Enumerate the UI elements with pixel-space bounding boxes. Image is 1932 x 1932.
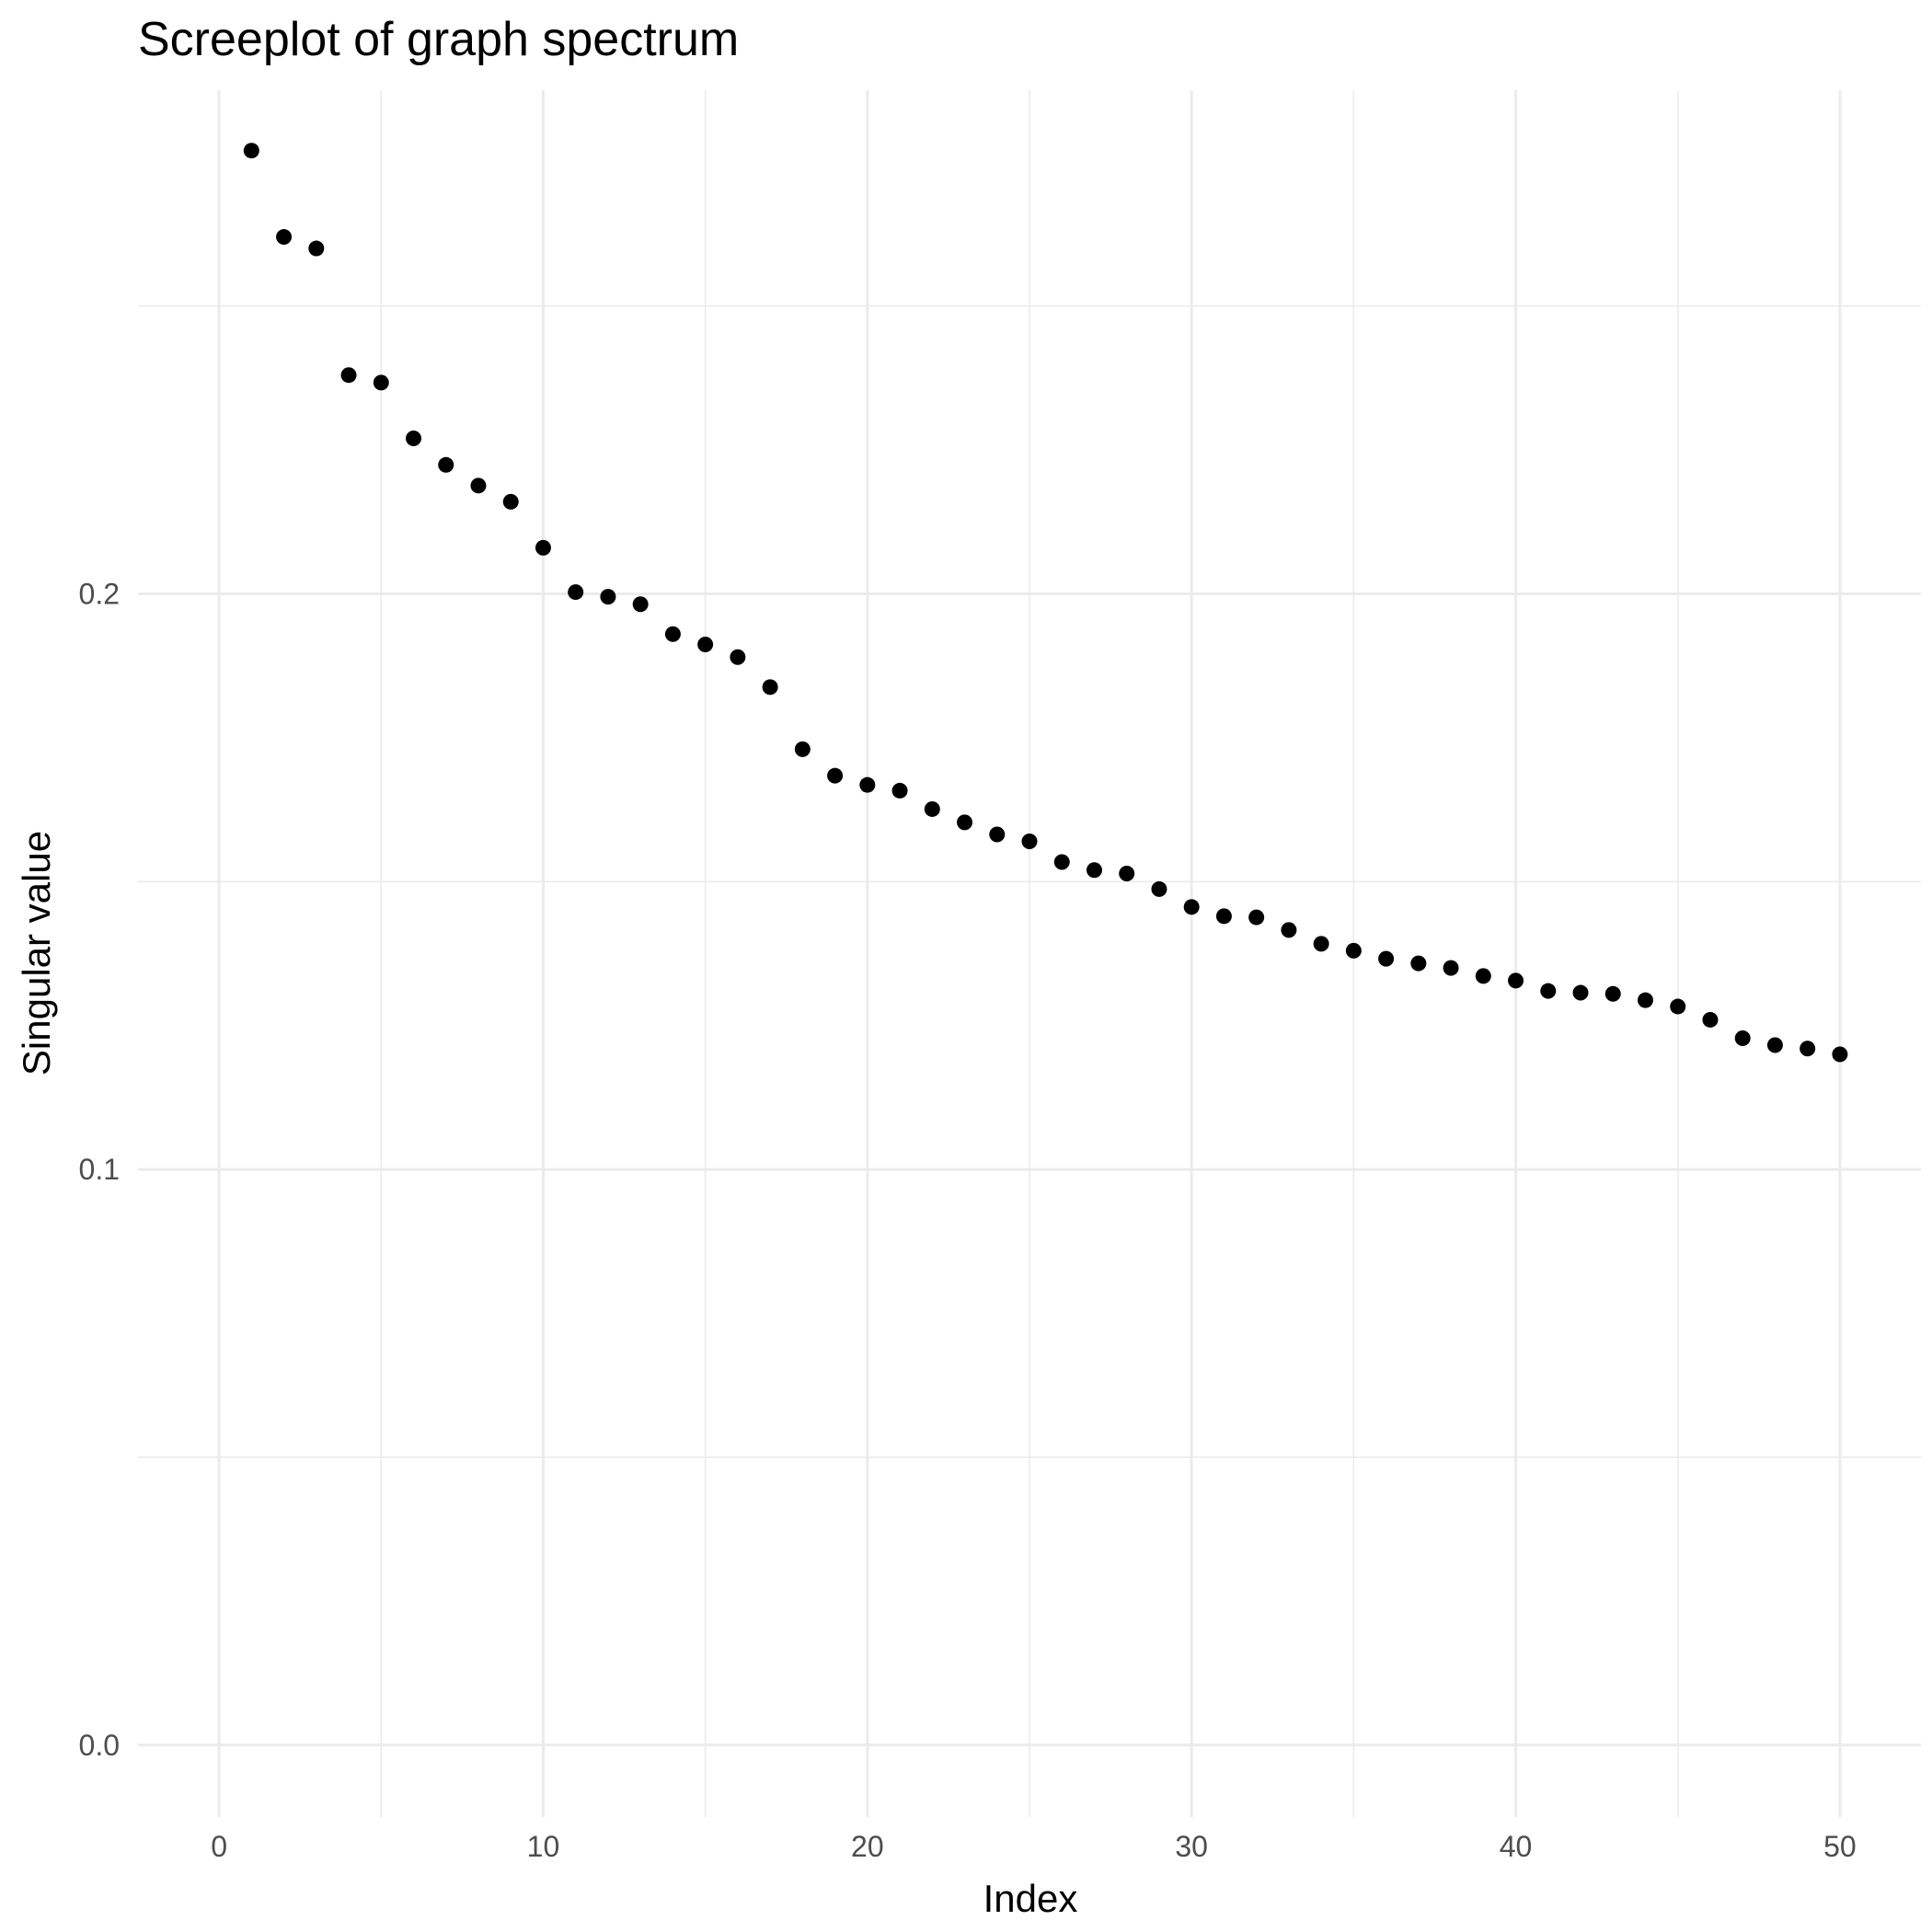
major-gridlines xyxy=(138,90,1921,1817)
x-tick-label: 30 xyxy=(1175,1830,1208,1863)
data-point xyxy=(989,826,1006,843)
data-point xyxy=(827,767,844,784)
data-point xyxy=(470,477,487,494)
data-point xyxy=(1508,972,1524,989)
data-point xyxy=(1540,983,1557,999)
data-point xyxy=(1281,922,1297,938)
data-point xyxy=(1410,955,1427,972)
data-point xyxy=(1475,968,1491,984)
data-point xyxy=(1151,880,1167,897)
y-tick-label: 0.0 xyxy=(79,1729,120,1762)
data-point xyxy=(1766,1037,1783,1053)
data-point xyxy=(1053,854,1070,870)
data-point xyxy=(600,589,616,605)
data-point xyxy=(697,637,714,653)
data-point xyxy=(730,649,746,665)
data-point xyxy=(924,800,940,817)
data-point xyxy=(1119,866,1135,882)
data-point xyxy=(308,240,325,257)
x-axis-title: Index xyxy=(983,1877,1078,1920)
data-point xyxy=(859,776,876,793)
data-point xyxy=(1670,998,1686,1015)
x-tick-label: 50 xyxy=(1823,1830,1857,1863)
data-point xyxy=(276,229,293,246)
x-tick-label: 40 xyxy=(1500,1830,1533,1863)
minor-gridlines xyxy=(138,90,1921,1817)
data-point xyxy=(502,493,519,510)
data-point xyxy=(632,596,649,613)
data-point xyxy=(1572,984,1589,1001)
data-point xyxy=(406,431,422,447)
data-point xyxy=(568,584,584,601)
data-point xyxy=(243,143,259,159)
data-point xyxy=(373,374,389,391)
data-point xyxy=(1248,909,1265,926)
data-point xyxy=(1702,1011,1719,1028)
y-tick-label: 0.2 xyxy=(79,577,120,610)
y-axis-tick-labels: 0.0 0.1 0.2 xyxy=(79,577,120,1761)
data-point xyxy=(1313,936,1329,952)
x-axis-tick-labels: 0 10 20 30 40 50 xyxy=(211,1830,1857,1863)
data-point xyxy=(762,679,778,696)
data-point xyxy=(1021,833,1038,849)
data-point xyxy=(1215,908,1232,925)
data-point xyxy=(1378,950,1395,967)
y-axis-title: Singular value xyxy=(15,831,58,1075)
data-point xyxy=(891,782,908,799)
data-point xyxy=(1637,992,1653,1008)
data-point xyxy=(794,741,811,757)
data-point xyxy=(1604,985,1621,1002)
data-point xyxy=(1183,899,1200,915)
data-point xyxy=(1734,1029,1751,1046)
data-point xyxy=(1086,862,1102,879)
data-points xyxy=(243,143,1848,1063)
data-point xyxy=(1800,1041,1816,1057)
data-point xyxy=(664,626,681,642)
data-point xyxy=(957,814,973,831)
y-tick-label: 0.1 xyxy=(79,1153,120,1186)
data-point xyxy=(535,539,551,556)
data-point xyxy=(1345,942,1362,959)
data-point xyxy=(1443,960,1459,976)
x-tick-label: 10 xyxy=(527,1830,560,1863)
x-tick-label: 20 xyxy=(851,1830,884,1863)
data-point xyxy=(340,367,357,384)
data-point xyxy=(1832,1046,1848,1063)
x-tick-label: 0 xyxy=(211,1830,227,1863)
chart-title: Screeplot of graph spectrum xyxy=(138,13,739,66)
data-point xyxy=(438,456,454,473)
